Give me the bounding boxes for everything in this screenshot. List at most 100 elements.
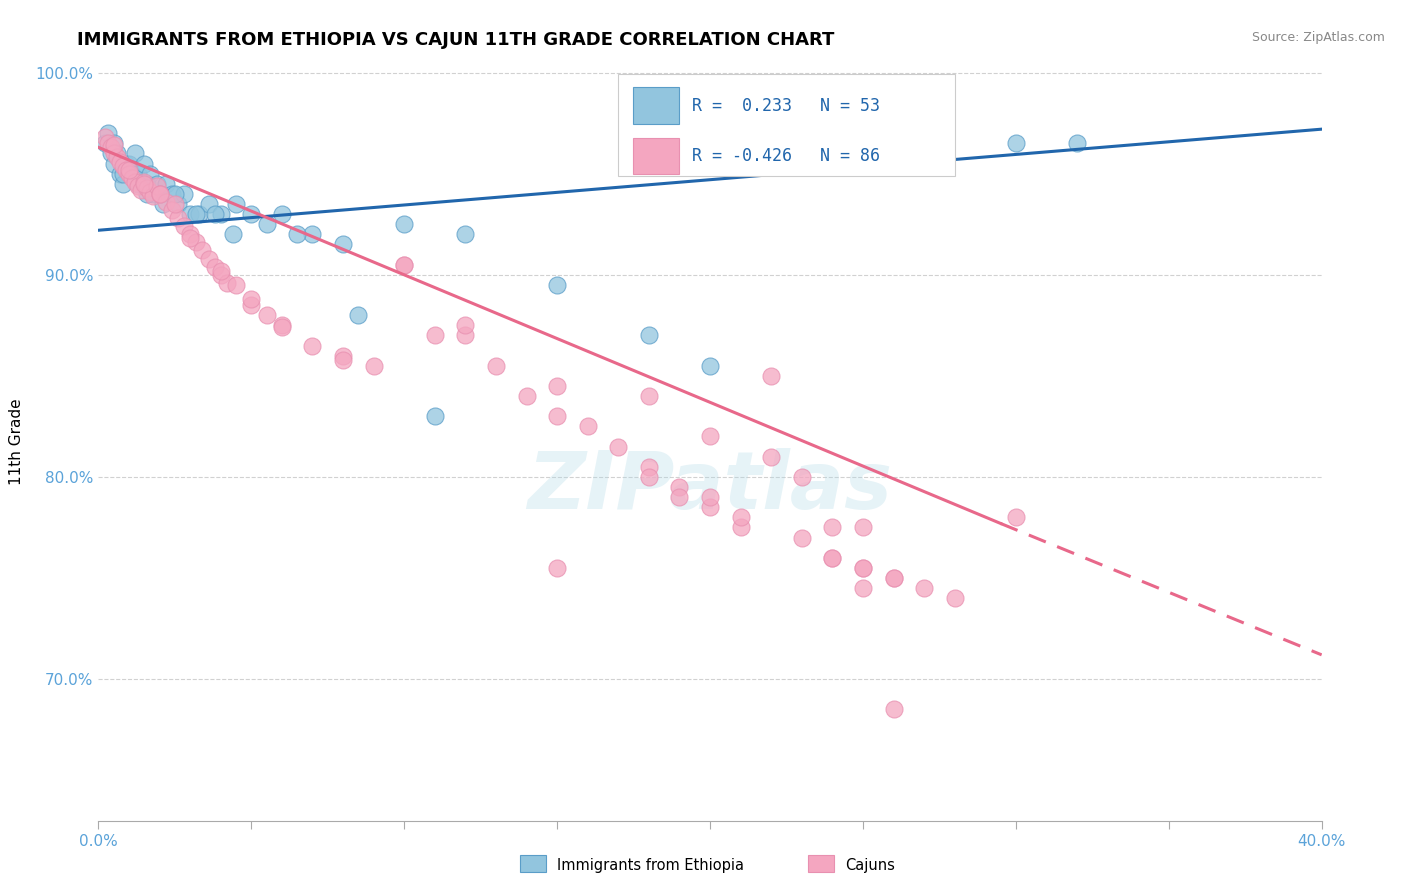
Point	[301, 338, 323, 352]
Point	[127, 167, 149, 181]
Point	[108, 154, 131, 169]
Point	[149, 186, 172, 201]
Point	[149, 186, 172, 201]
Point	[730, 510, 752, 524]
Point	[485, 359, 508, 373]
Point	[668, 480, 690, 494]
Point	[97, 136, 120, 151]
Point	[423, 328, 446, 343]
Point	[256, 217, 278, 231]
Point	[103, 156, 125, 170]
Point	[121, 170, 143, 185]
Point	[111, 177, 134, 191]
Point	[186, 207, 208, 221]
Text: R = -0.426: R = -0.426	[692, 146, 792, 165]
Point	[454, 227, 477, 242]
Point	[454, 318, 477, 333]
Point	[173, 219, 195, 234]
Bar	[619, 74, 955, 177]
Point	[883, 571, 905, 585]
Point	[179, 227, 201, 242]
Point	[105, 151, 128, 165]
Point	[790, 531, 813, 545]
Point	[127, 178, 149, 193]
Point	[516, 389, 538, 403]
Point	[699, 500, 721, 515]
Point	[167, 197, 190, 211]
Point	[139, 185, 162, 199]
Point	[759, 450, 782, 464]
Point	[546, 561, 568, 575]
Point	[347, 308, 370, 322]
Point	[270, 320, 292, 334]
Point	[186, 235, 208, 250]
Point	[124, 175, 146, 189]
Point	[209, 207, 232, 221]
Point	[852, 581, 875, 595]
Point	[115, 162, 138, 177]
Point	[637, 459, 661, 474]
Point	[699, 490, 721, 504]
Point	[759, 368, 782, 383]
Point	[100, 140, 122, 154]
Point	[240, 207, 263, 221]
Point	[160, 202, 183, 217]
Point	[179, 231, 201, 245]
Point	[108, 167, 131, 181]
Point	[191, 244, 214, 258]
Point	[163, 186, 186, 201]
Point	[332, 237, 354, 252]
Point	[883, 571, 905, 585]
Point	[225, 277, 247, 292]
Point	[179, 207, 201, 221]
Point	[129, 183, 152, 197]
Point	[204, 207, 226, 221]
Point	[155, 194, 177, 209]
Bar	[633, 137, 679, 174]
Point	[155, 177, 177, 191]
Point	[637, 470, 661, 484]
Point	[152, 197, 174, 211]
Point	[256, 308, 278, 322]
Point	[607, 440, 630, 454]
Point	[332, 352, 354, 367]
Point	[167, 211, 190, 226]
Point	[576, 419, 599, 434]
Point	[136, 186, 159, 201]
Point	[363, 359, 385, 373]
Text: Immigrants from Ethiopia: Immigrants from Ethiopia	[557, 858, 744, 872]
Point	[127, 177, 149, 191]
Point	[883, 702, 905, 716]
Point	[943, 591, 966, 606]
Point	[188, 207, 211, 221]
Point	[222, 227, 245, 242]
Point	[912, 581, 935, 595]
Point	[1004, 510, 1026, 524]
Point	[730, 520, 752, 534]
Point	[240, 292, 263, 306]
Point	[270, 207, 292, 221]
Text: N = 86: N = 86	[820, 146, 880, 165]
Point	[821, 550, 844, 565]
Text: N = 53: N = 53	[820, 96, 880, 115]
Point	[197, 197, 219, 211]
Point	[134, 177, 156, 191]
Point	[134, 156, 156, 170]
Point	[423, 409, 446, 424]
Point	[111, 159, 134, 173]
Point	[392, 258, 416, 272]
Point	[637, 389, 661, 403]
Point	[852, 561, 875, 575]
Point	[546, 409, 568, 424]
Point	[124, 146, 146, 161]
Y-axis label: 11th Grade: 11th Grade	[10, 398, 24, 485]
Point	[637, 328, 661, 343]
Point	[93, 136, 115, 151]
Point	[546, 277, 568, 292]
Point	[111, 167, 134, 181]
Point	[97, 126, 120, 140]
Point	[145, 177, 167, 191]
Point	[160, 186, 183, 201]
Point	[100, 146, 122, 161]
Point	[197, 252, 219, 266]
